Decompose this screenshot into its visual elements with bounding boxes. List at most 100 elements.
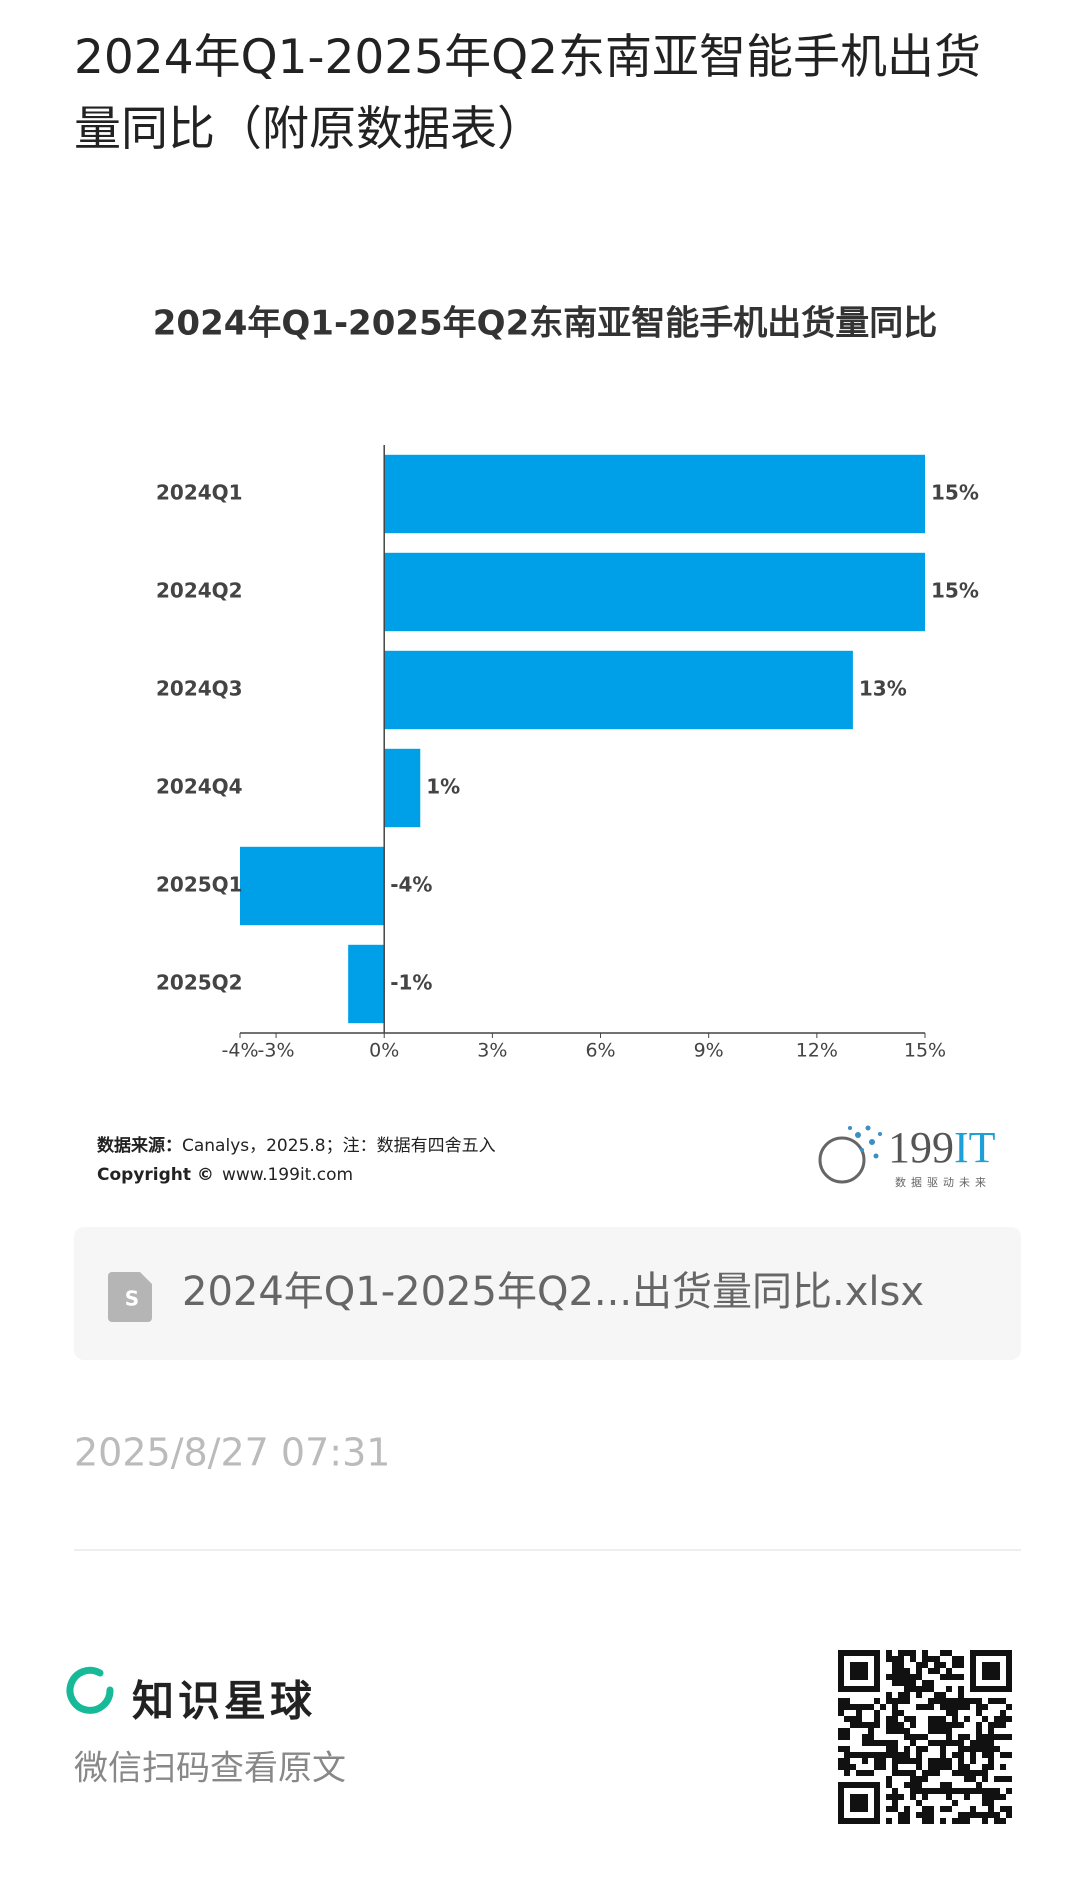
qr-module [838, 1728, 844, 1734]
qr-module [958, 1722, 964, 1728]
qr-module [916, 1752, 922, 1758]
qr-module [904, 1686, 910, 1692]
qr-module [910, 1686, 916, 1692]
qr-module [994, 1716, 1000, 1722]
x-tick-label: 9% [694, 1040, 724, 1062]
qr-module [994, 1812, 1000, 1818]
qr-module [934, 1764, 940, 1770]
qr-module [910, 1650, 916, 1656]
qr-module [946, 1674, 952, 1680]
qr-module [886, 1794, 892, 1800]
qr-module [892, 1680, 898, 1686]
qr-module [952, 1704, 958, 1710]
qr-module [928, 1758, 934, 1764]
qr-module [898, 1662, 904, 1668]
logo-digits: 199 [888, 1123, 954, 1172]
qr-module [982, 1734, 988, 1740]
qr-module [976, 1728, 982, 1734]
qr-module [910, 1722, 916, 1728]
attachment-name[interactable]: 2024年Q1-2025年Q2...出货量同比.xlsx [182, 1269, 924, 1315]
qr-module [910, 1674, 916, 1680]
qr-module [982, 1740, 988, 1746]
qr-module [934, 1692, 940, 1698]
qr-module [970, 1752, 976, 1758]
qr-module [892, 1746, 898, 1752]
qr-module [952, 1770, 958, 1776]
qr-module [982, 1746, 988, 1752]
qr-module [904, 1782, 910, 1788]
qr-module [988, 1788, 994, 1794]
qr-module [922, 1788, 928, 1794]
qr-module [850, 1716, 856, 1722]
qr-module [1000, 1734, 1006, 1740]
qr-module [988, 1806, 994, 1812]
qr-module [838, 1746, 844, 1752]
qr-module [928, 1686, 934, 1692]
qr-module [970, 1746, 976, 1752]
qr-module [838, 1758, 844, 1764]
qr-module [916, 1704, 922, 1710]
category-label: 2025Q2 [156, 971, 243, 995]
qr-module [874, 1758, 880, 1764]
qr-module [880, 1740, 886, 1746]
qr-module [940, 1650, 946, 1656]
qr-module [922, 1818, 928, 1824]
bar [384, 748, 421, 828]
qr-module [904, 1698, 910, 1704]
qr-module [988, 1728, 994, 1734]
qr-module [1000, 1716, 1006, 1722]
qr-module [856, 1722, 862, 1728]
qr-module [1006, 1776, 1012, 1782]
qr-module [946, 1704, 952, 1710]
qr-module [1000, 1722, 1006, 1728]
value-label: -1% [390, 971, 432, 995]
qr-module [904, 1692, 910, 1698]
qr-module [934, 1722, 940, 1728]
qr-module [946, 1794, 952, 1800]
qr-module [952, 1800, 958, 1806]
qr-module [1000, 1818, 1006, 1824]
qr-module [964, 1746, 970, 1752]
qr-code[interactable] [838, 1650, 1012, 1824]
qr-module [940, 1698, 946, 1704]
qr-module [904, 1734, 910, 1740]
qr-module [940, 1746, 946, 1752]
qr-module [970, 1806, 976, 1812]
qr-module [958, 1674, 964, 1680]
qr-module [934, 1662, 940, 1668]
qr-module [940, 1674, 946, 1680]
attachment-card[interactable] [74, 1227, 1021, 1360]
qr-module [1000, 1806, 1006, 1812]
qr-module [988, 1746, 994, 1752]
qr-module [982, 1770, 988, 1776]
qr-module [916, 1788, 922, 1794]
qr-module [886, 1746, 892, 1752]
qr-module [928, 1704, 934, 1710]
qr-module [928, 1770, 934, 1776]
qr-module [904, 1650, 910, 1656]
qr-module [946, 1686, 952, 1692]
qr-module [928, 1788, 934, 1794]
logo-slogan: 数据驱动未来 [895, 1175, 991, 1189]
source-text: Canalys，2025.8；注：数据有四舍五入 [182, 1136, 496, 1156]
qr-module [880, 1764, 886, 1770]
qr-module [844, 1716, 850, 1722]
qr-module [904, 1758, 910, 1764]
qr-module [886, 1722, 892, 1728]
qr-module [946, 1734, 952, 1740]
qr-module [1000, 1752, 1006, 1758]
qr-module [892, 1662, 898, 1668]
source-note: 数据来源：Canalys，2025.8；注：数据有四舍五入 [97, 1135, 496, 1156]
qr-module [934, 1740, 940, 1746]
qr-module [844, 1770, 850, 1776]
qr-module [904, 1674, 910, 1680]
qr-module [868, 1728, 874, 1734]
qr-module [940, 1764, 946, 1770]
qr-module [988, 1800, 994, 1806]
qr-module [928, 1722, 934, 1728]
qr-module [934, 1788, 940, 1794]
qr-module [946, 1788, 952, 1794]
qr-module [916, 1692, 922, 1698]
qr-module [988, 1734, 994, 1740]
qr-module [952, 1710, 958, 1716]
